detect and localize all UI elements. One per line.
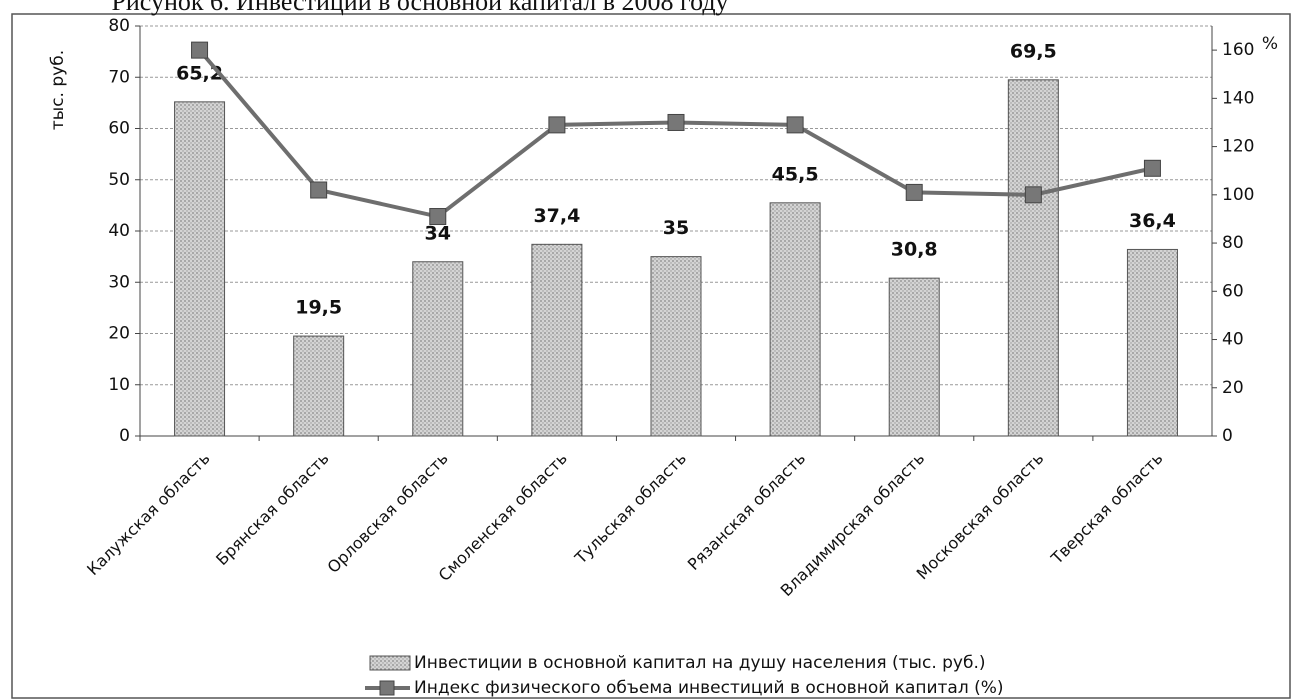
y2-tick-label: 100 bbox=[1222, 185, 1254, 205]
line-marker bbox=[191, 41, 209, 59]
line-marker bbox=[667, 113, 685, 131]
data-label: 65,2 bbox=[176, 62, 223, 84]
y2-tick-label: 20 bbox=[1222, 378, 1244, 398]
bar bbox=[412, 261, 464, 437]
legend-label: Инвестиции в основной капитал на душу на… bbox=[414, 653, 986, 673]
y-tick-label: 20 bbox=[108, 324, 130, 344]
legend-swatch bbox=[369, 655, 411, 671]
data-label: 35 bbox=[663, 217, 689, 239]
y-tick-label: 10 bbox=[108, 375, 130, 395]
bar bbox=[888, 277, 940, 437]
y-tick-label: 40 bbox=[108, 221, 130, 241]
line-marker bbox=[429, 208, 447, 226]
chart-frame bbox=[11, 13, 1291, 699]
y2-tick-label: 160 bbox=[1222, 40, 1254, 60]
bar bbox=[531, 243, 583, 437]
bar bbox=[1007, 79, 1059, 437]
y2-tick-label: 60 bbox=[1222, 281, 1244, 301]
line-marker bbox=[786, 116, 804, 134]
legend-label: Индекс физического объема инвестиций в о… bbox=[414, 678, 1004, 698]
y2-tick-label: 0 bbox=[1222, 426, 1233, 446]
bar bbox=[769, 202, 821, 437]
y-tick-label: 60 bbox=[108, 119, 130, 139]
y-tick-label: 70 bbox=[108, 67, 130, 87]
x-tick-label: Рязанская область bbox=[684, 449, 809, 574]
x-tick-label: Брянская область bbox=[212, 449, 333, 570]
data-label: 37,4 bbox=[533, 205, 580, 227]
x-tick-label: Смоленская область bbox=[435, 449, 571, 585]
y-tick-label: 0 bbox=[119, 426, 130, 446]
legend-swatch bbox=[379, 680, 395, 696]
data-label: 45,5 bbox=[772, 163, 819, 185]
x-tick-label: Тульская область bbox=[570, 449, 690, 569]
data-label: 69,5 bbox=[1010, 40, 1057, 62]
bar bbox=[650, 256, 702, 437]
line-marker bbox=[1143, 159, 1161, 177]
y-tick-label: 30 bbox=[108, 272, 130, 292]
line-marker bbox=[548, 116, 566, 134]
y2-tick-label: 80 bbox=[1222, 233, 1244, 253]
y2-axis-label: % bbox=[1262, 34, 1278, 54]
y2-tick-label: 40 bbox=[1222, 330, 1244, 350]
y2-tick-label: 140 bbox=[1222, 88, 1254, 108]
line-marker bbox=[905, 183, 923, 201]
line-marker bbox=[310, 181, 328, 199]
chart-title: Рисунок 6. Инвестиции в основной капитал… bbox=[111, 0, 728, 16]
data-label: 19,5 bbox=[295, 297, 342, 319]
x-tick-label: Орловская область bbox=[324, 449, 452, 577]
data-label: 34 bbox=[425, 222, 451, 244]
y-tick-label: 80 bbox=[108, 16, 130, 36]
x-tick-label: Московская область bbox=[913, 449, 1048, 584]
x-tick-label: Тверская область bbox=[1047, 449, 1167, 569]
line-marker bbox=[1024, 186, 1042, 204]
y2-tick-label: 120 bbox=[1222, 137, 1254, 157]
data-label: 30,8 bbox=[891, 239, 938, 261]
y-tick-label: 50 bbox=[108, 170, 130, 190]
bar bbox=[174, 101, 226, 437]
bar bbox=[1126, 248, 1178, 437]
y-axis-label: тыс. руб. bbox=[48, 50, 68, 130]
bar bbox=[293, 335, 345, 437]
data-label: 36,4 bbox=[1129, 210, 1176, 232]
x-tick-label: Калужская область bbox=[83, 449, 213, 579]
